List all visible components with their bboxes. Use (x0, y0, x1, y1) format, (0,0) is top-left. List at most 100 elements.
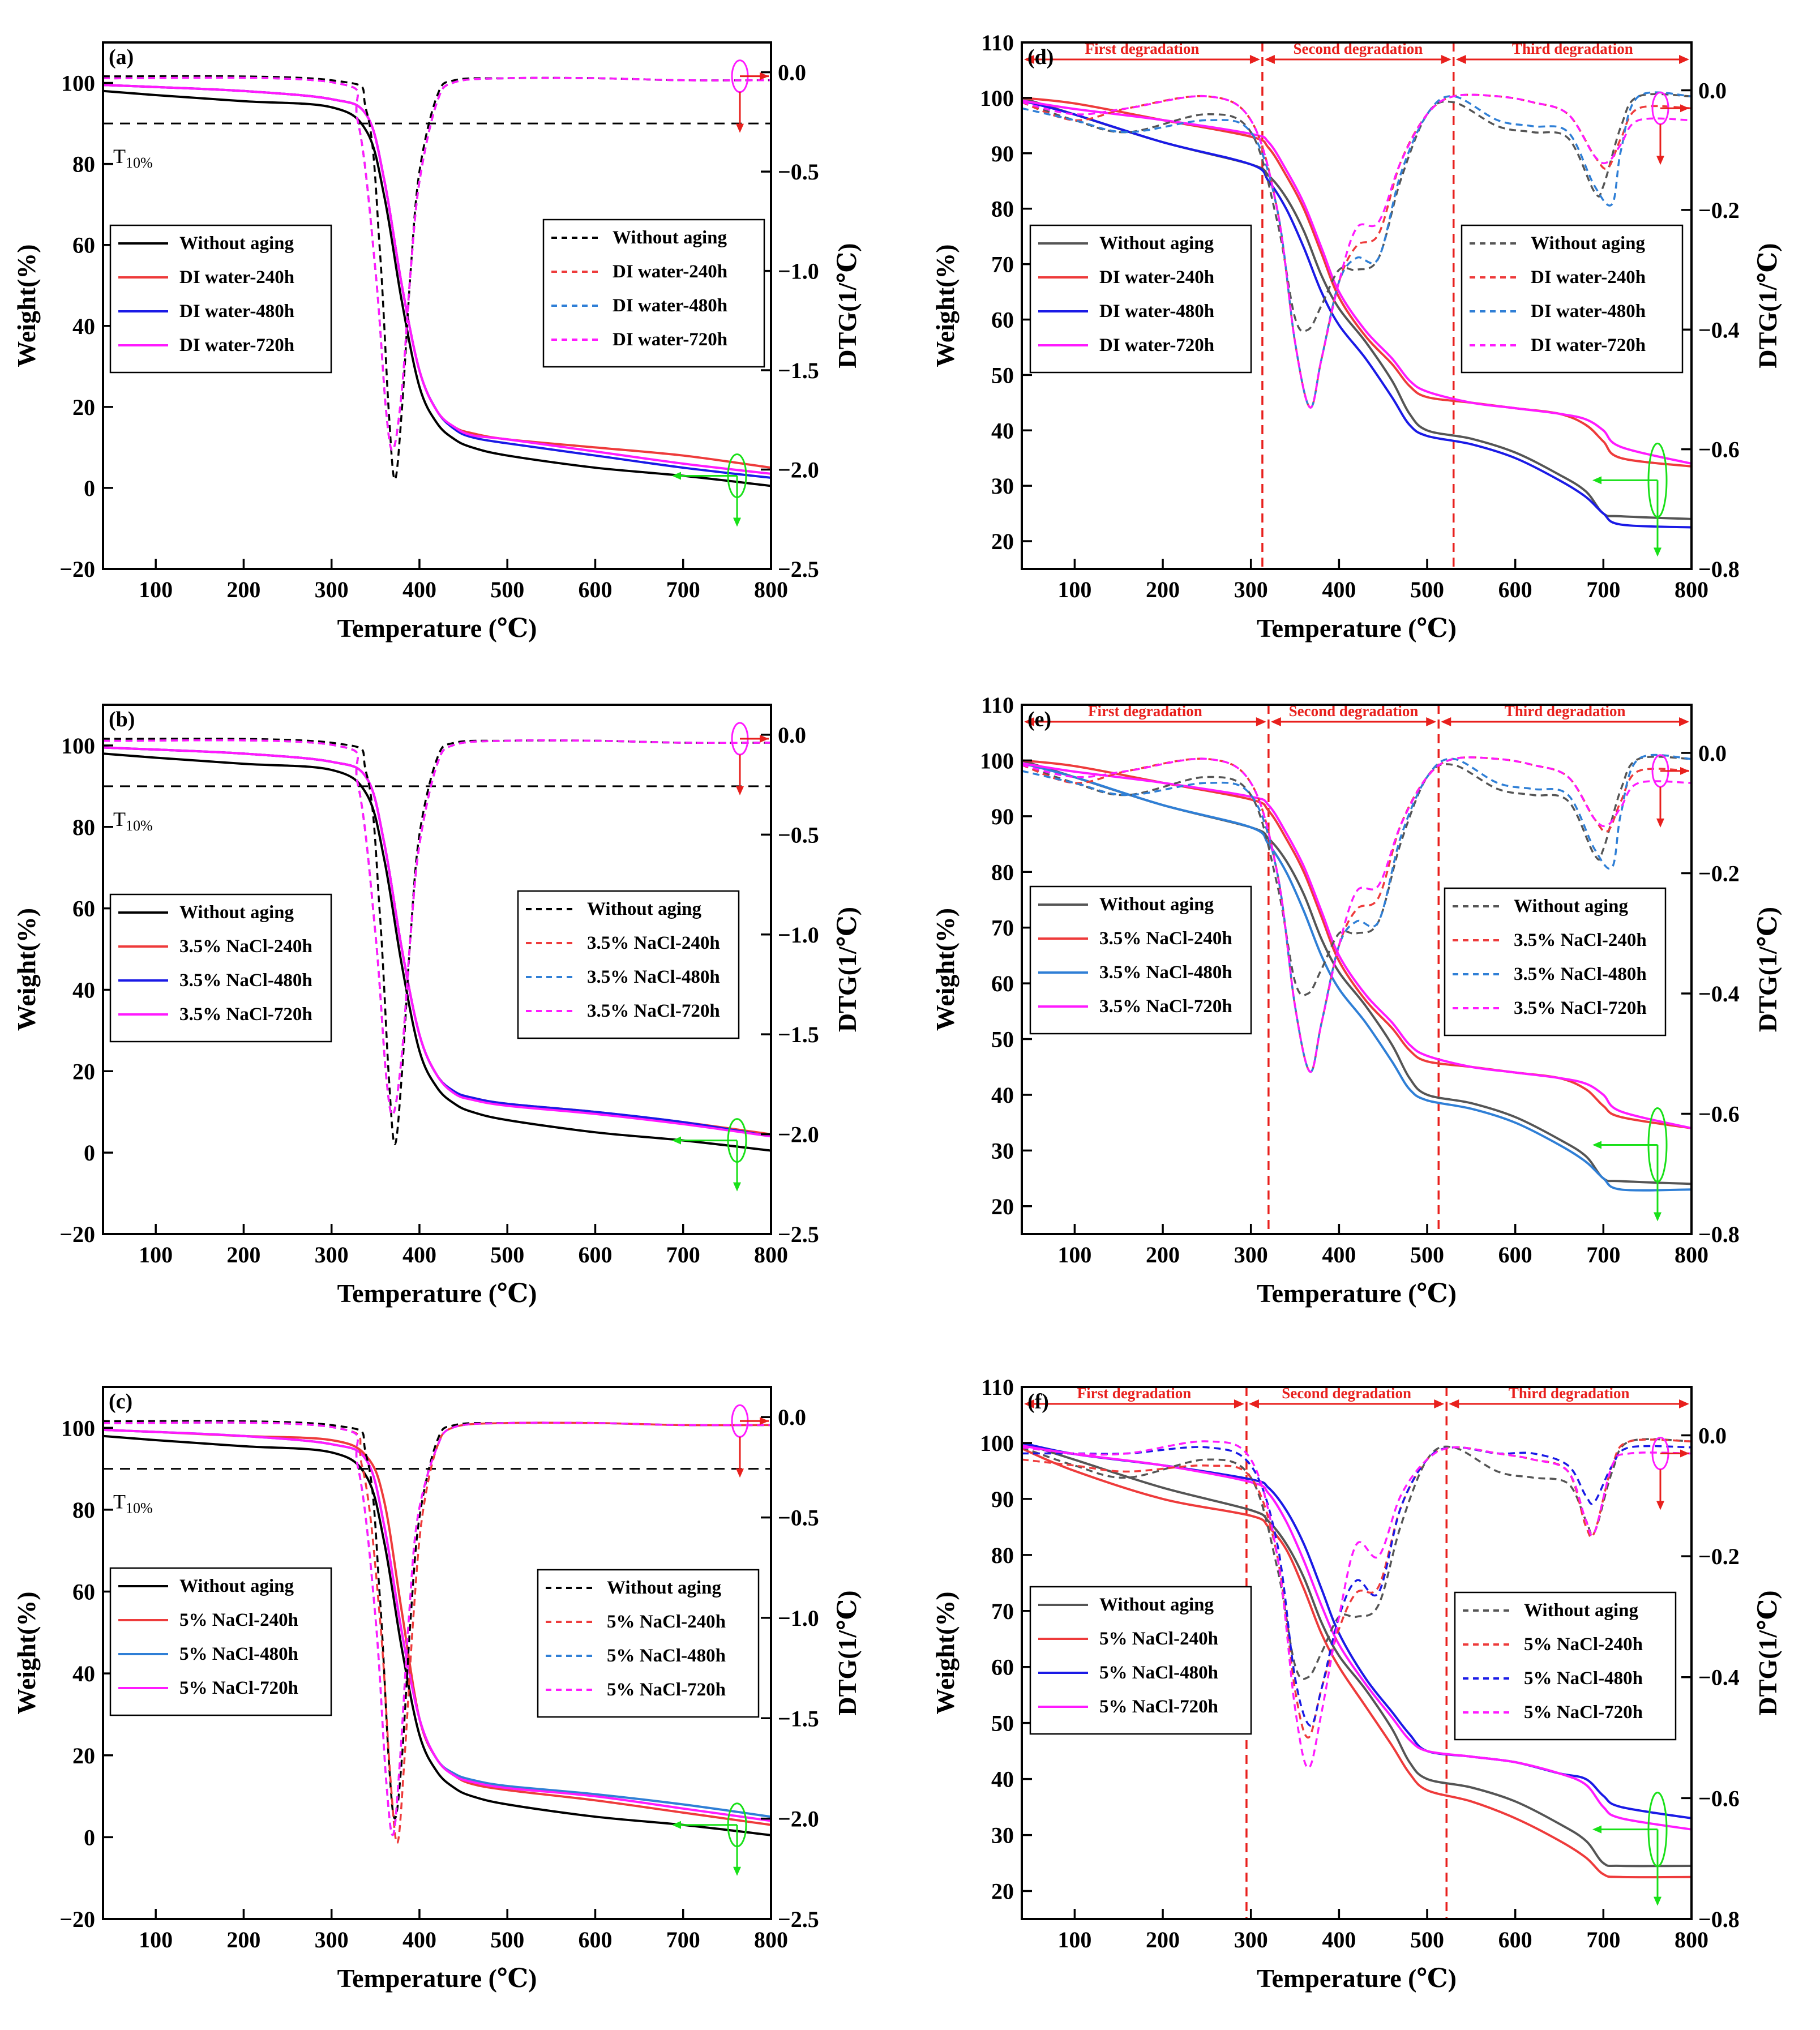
legend-label: Without aging (179, 1576, 294, 1596)
weight-axis-indicator-head (1592, 1825, 1601, 1834)
y2-tick-label: −0.2 (1698, 198, 1740, 223)
x-axis-title: Temperature (℃) (337, 1279, 537, 1308)
y-tick-label: 60 (991, 971, 1014, 996)
legend-label: 3.5% NaCl-240h (587, 933, 720, 953)
legend-label: DI water-720h (179, 335, 294, 356)
y-tick-label: 20 (991, 1194, 1014, 1219)
weight-axis-indicator-head (1654, 1212, 1661, 1222)
y2-tick-label: −0.6 (1698, 1102, 1740, 1127)
legend-label: 3.5% NaCl-720h (179, 1004, 312, 1025)
weight-line (102, 746, 772, 1138)
region-arrowhead-left (1024, 55, 1034, 64)
x-tick-label: 400 (402, 1242, 436, 1267)
x-tick-label: 500 (490, 577, 524, 602)
legend-label: DI water-480h (179, 301, 294, 322)
region-arrowhead-left (1024, 1399, 1034, 1408)
y-tick-label: −20 (59, 556, 95, 582)
region-arrowhead-left (1441, 717, 1451, 726)
legend-label: Without aging (1099, 233, 1214, 254)
legend-label: 5% NaCl-720h (179, 1678, 298, 1698)
y-axis-title: Weight(%) (12, 908, 41, 1031)
y-tick-label: 0 (84, 1825, 95, 1850)
legend-box (1454, 1591, 1677, 1741)
weight-axis-indicator-head (672, 1821, 681, 1829)
dtg-legend: Without aging 5% NaCl-240h 5% NaCl-480h 5% … (1454, 1591, 1677, 1741)
dtg-axis-indicator-head (1680, 766, 1689, 775)
weight-line (1021, 762, 1692, 1129)
panel-b: T10% 100 200 300 400 500 600 700 800 −20 0 20 40 60 80… (12, 704, 862, 1308)
weight-line (1021, 99, 1692, 529)
y2-tick-label: −0.2 (1698, 1544, 1740, 1569)
y-tick-label: 90 (991, 804, 1014, 829)
x-tick-label: 300 (1234, 1242, 1268, 1267)
x-axis-title: Temperature (℃) (1257, 1279, 1457, 1308)
plot-frame (1021, 1386, 1693, 1920)
y-tick-label: 80 (72, 815, 95, 840)
plot-frame (1021, 41, 1693, 570)
legend-box (1029, 885, 1252, 1035)
weight-legend: Without aging 3.5% NaCl-240h 3.5% NaCl-480… (1029, 885, 1252, 1035)
threshold-label: T10% (113, 145, 153, 171)
x-tick-label: 800 (754, 1242, 788, 1267)
weight-line (102, 89, 772, 487)
panel-c: T10% 100 200 300 400 500 600 700 800 −20 0 20 40 60 80… (12, 1386, 862, 1993)
panel-label: (e) (1027, 708, 1051, 731)
legend-box (537, 1569, 760, 1718)
x-tick-label: 100 (1057, 577, 1091, 602)
x-axis-title: Temperature (℃) (1257, 614, 1457, 643)
dtg-line (102, 1421, 772, 1836)
dtg-line (102, 739, 772, 1116)
weight-line (1021, 96, 1692, 468)
y2-axis-title: DTG(1/℃) (1753, 1590, 1782, 1715)
x-tick-label: 800 (754, 1927, 788, 1952)
dtg-line (1021, 753, 1692, 1073)
legend-label: 3.5% NaCl-480h (587, 967, 720, 987)
weight-line (1021, 1447, 1692, 1879)
y2-axis-title: DTG(1/℃) (833, 243, 862, 368)
legend-label: 5% NaCl-720h (607, 1680, 726, 1700)
y-tick-label: 40 (72, 977, 95, 1003)
threshold-label: T10% (113, 1491, 153, 1517)
legend-label: 5% NaCl-480h (179, 1644, 298, 1664)
x-tick-label: 200 (226, 577, 260, 602)
weight-axis-indicator-head (733, 1182, 741, 1192)
x-tick-label: 600 (578, 1927, 612, 1952)
panel-label: (f) (1027, 1390, 1049, 1414)
y-tick-label: 50 (991, 1711, 1014, 1736)
y2-axis-title: DTG(1/℃) (833, 907, 862, 1032)
y2-tick-label: −2.0 (778, 1806, 819, 1832)
legend-label: 5% NaCl-240h (179, 1610, 298, 1630)
dtg-line (1021, 756, 1692, 1073)
legend-box (1029, 1586, 1252, 1735)
panel-label: (c) (109, 1390, 132, 1414)
legend-label: 3.5% NaCl-720h (1099, 996, 1232, 1017)
dtg-line (1021, 1440, 1692, 1769)
weight-legend: Without aging 3.5% NaCl-240h 3.5% NaCl-480… (109, 893, 332, 1043)
x-tick-label: 500 (490, 1927, 524, 1952)
region-arrowhead-left (1248, 1399, 1259, 1408)
y-tick-label: 100 (61, 1415, 95, 1441)
legend-label: Without aging (587, 899, 702, 919)
dtg-axis-indicator-head (1680, 104, 1689, 113)
x-tick-label: 700 (1586, 1927, 1620, 1952)
legend-label: 3.5% NaCl-240h (179, 936, 312, 957)
legend-label: 5% NaCl-720h (1099, 1697, 1218, 1717)
legend-box (517, 890, 740, 1039)
y-tick-label: 100 (980, 748, 1014, 773)
region-arrowhead-right (1234, 1399, 1244, 1408)
region-arrowhead-right (1679, 55, 1689, 64)
x-tick-label: 800 (1675, 1927, 1708, 1952)
weight-axis-indicator-head (733, 1866, 741, 1876)
plot-frame (102, 1386, 772, 1920)
legend-label: 3.5% NaCl-240h (1514, 930, 1647, 950)
y-tick-label: 60 (72, 896, 95, 922)
plot-frame (102, 704, 772, 1235)
y2-tick-label: −0.4 (1698, 1665, 1740, 1690)
y2-tick-label: −0.5 (778, 159, 819, 185)
weight-line (102, 1428, 772, 1822)
dtg-line (1021, 91, 1692, 409)
region-arrowhead-left (1270, 717, 1281, 726)
legend-label: DI water-240h (179, 267, 294, 288)
y2-tick-label: −0.5 (778, 1505, 819, 1531)
y2-tick-label: −0.4 (1698, 317, 1740, 342)
